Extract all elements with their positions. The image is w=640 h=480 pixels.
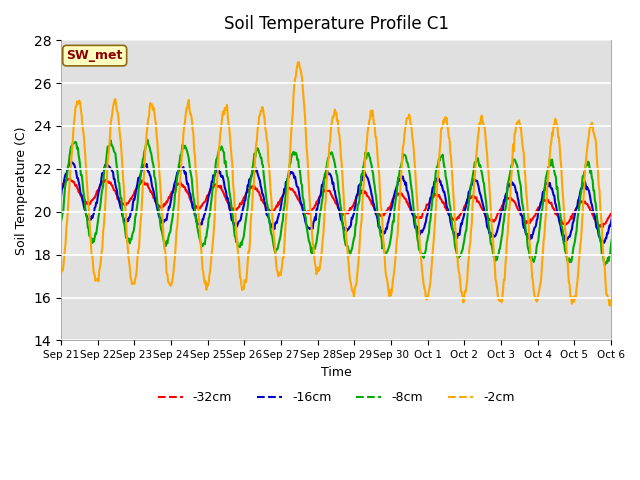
X-axis label: Time: Time [321,366,351,379]
Bar [61,169,611,254]
Title: Soil Temperature Profile C1: Soil Temperature Profile C1 [223,15,449,33]
Text: SW_met: SW_met [67,49,123,62]
Legend: -32cm, -16cm, -8cm, -2cm: -32cm, -16cm, -8cm, -2cm [152,386,520,409]
Y-axis label: Soil Temperature (C): Soil Temperature (C) [15,126,28,254]
Bar [61,83,611,169]
